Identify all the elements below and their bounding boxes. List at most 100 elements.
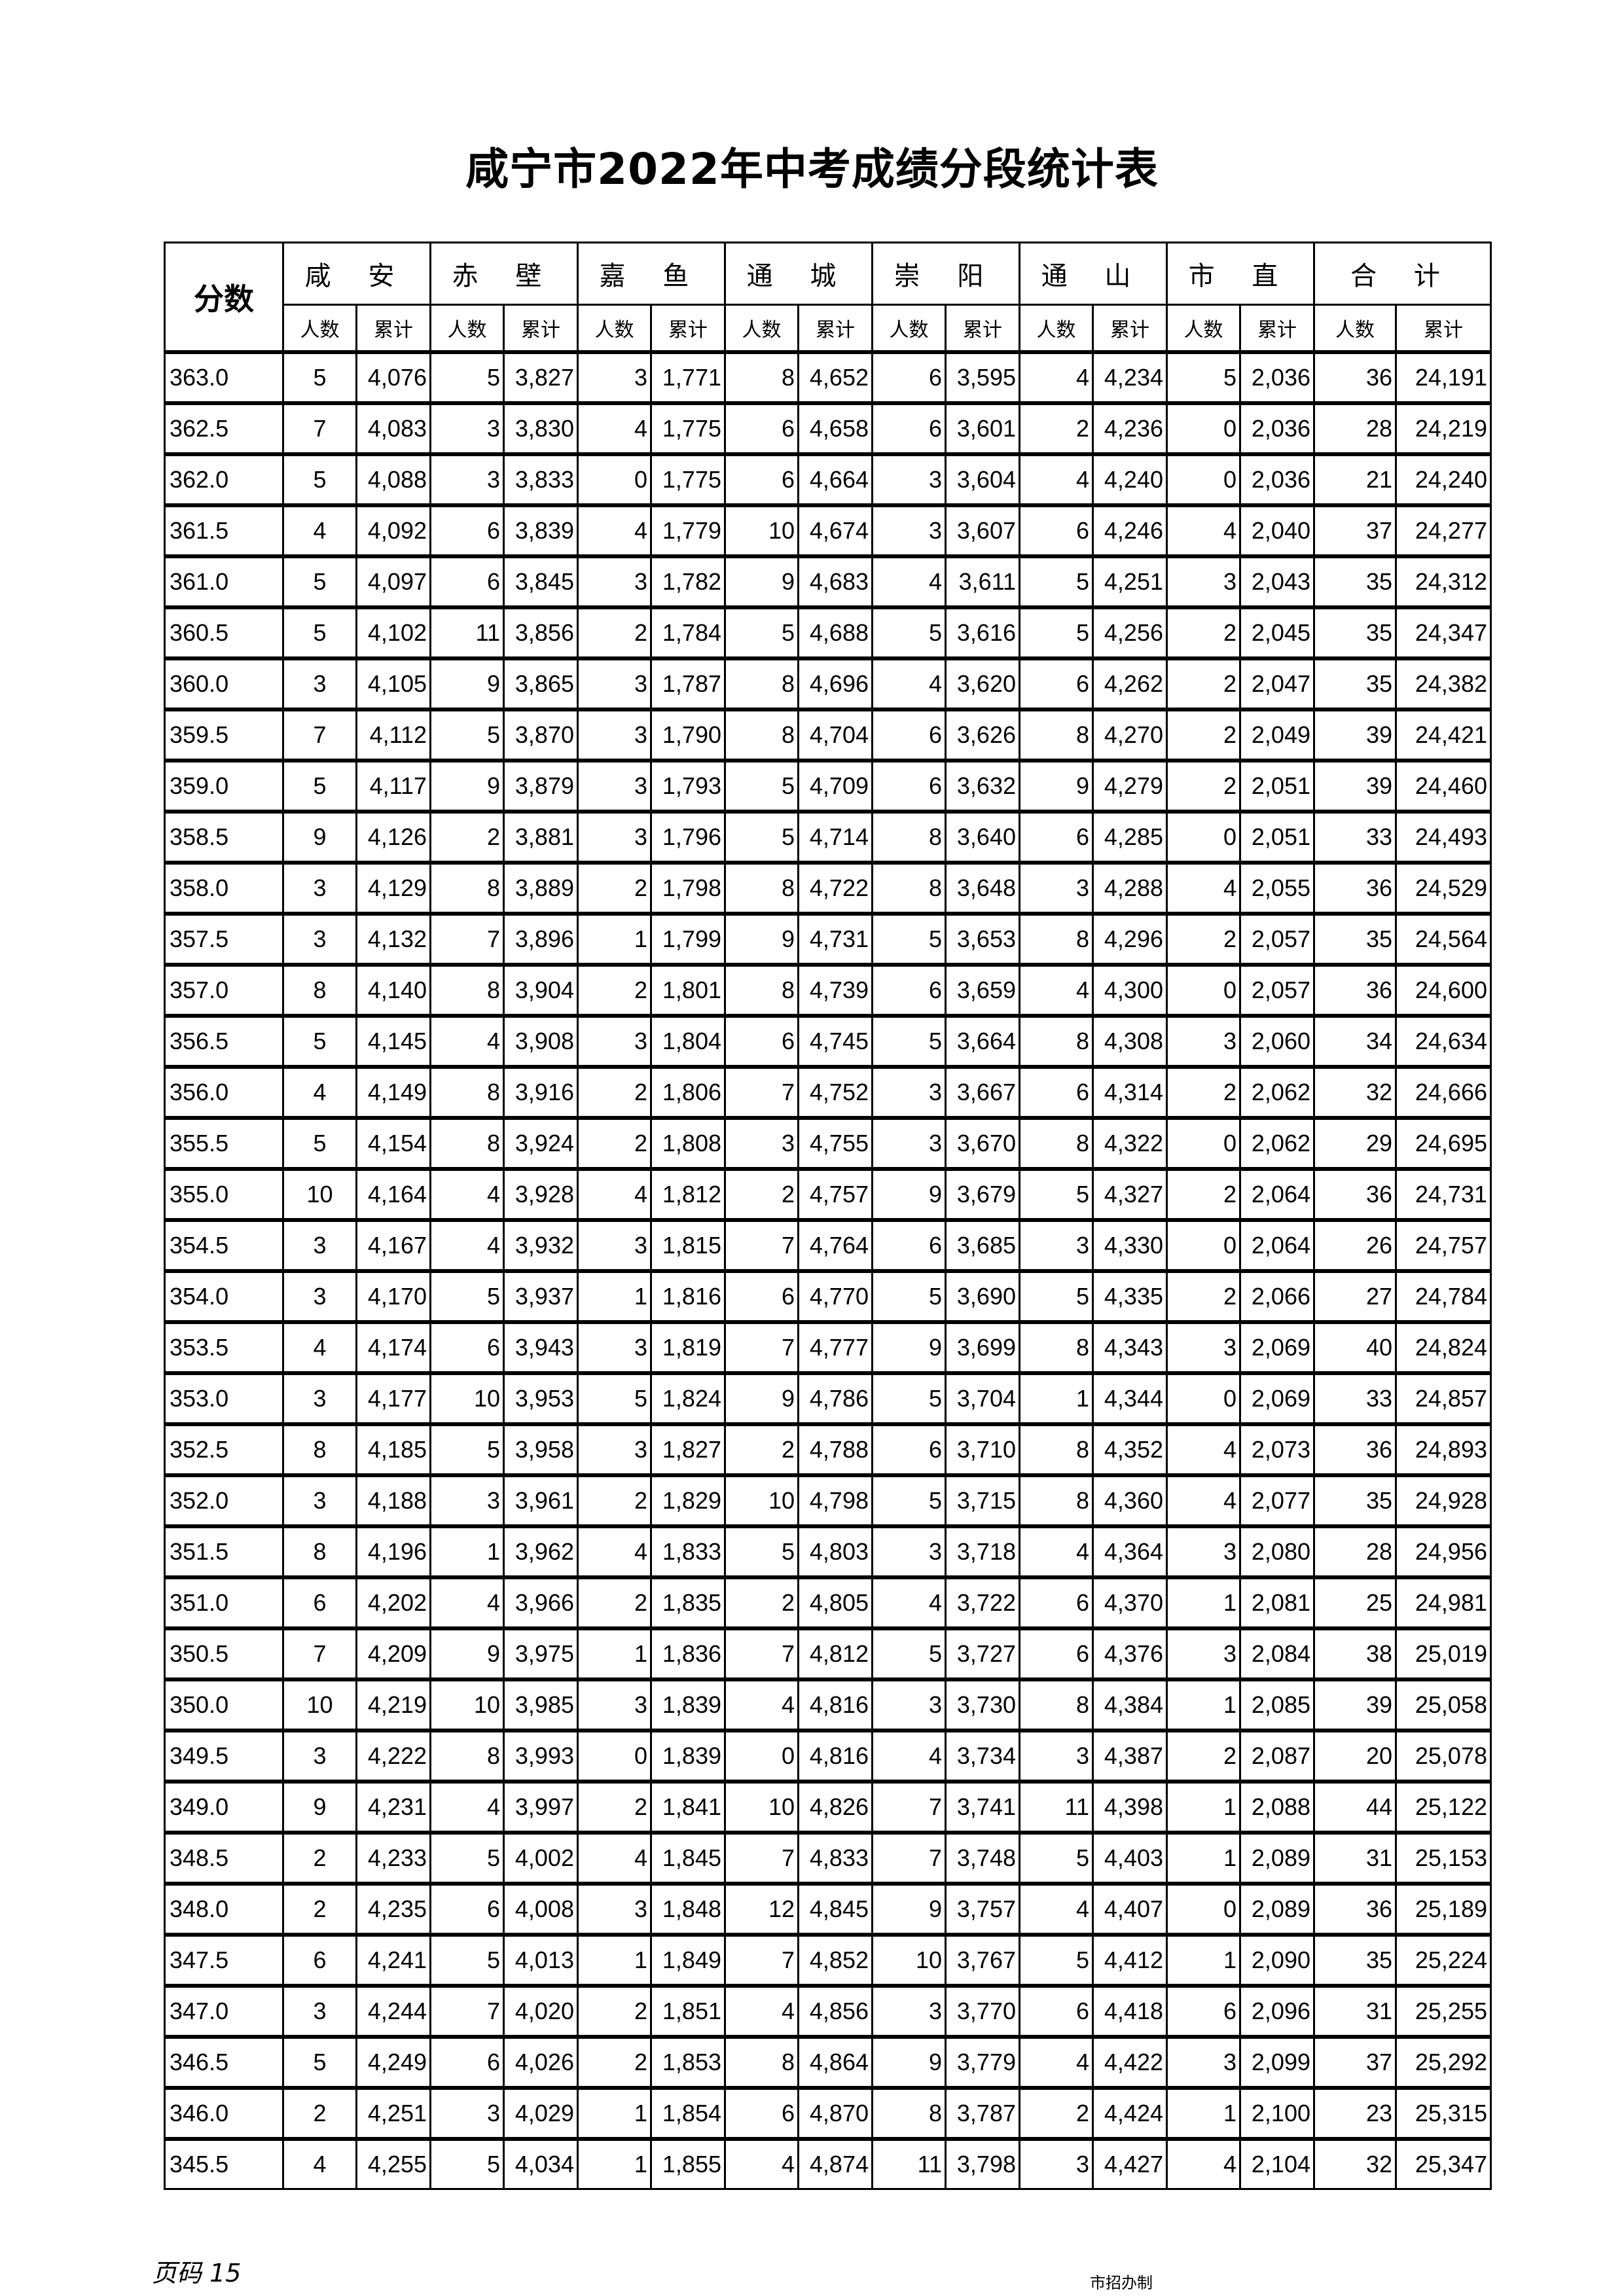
count-cell: 1 (577, 2137, 652, 2190)
count-cell: 8 (429, 1729, 505, 1783)
count-cell: 1 (1166, 1831, 1241, 1885)
count-cell: 9 (724, 912, 799, 966)
count-cell: 5 (1019, 1933, 1094, 1987)
count-cell: 9 (871, 1882, 947, 1936)
cumulative-cell: 2,084 (1239, 1626, 1315, 1681)
score-cell: 346.0 (164, 2086, 284, 2140)
cumulative-cell: 4,327 (1092, 1167, 1168, 1221)
cumulative-cell: 3,928 (503, 1167, 579, 1221)
score-cell: 347.5 (164, 1933, 284, 1987)
cumulative-cell: 1,853 (650, 2035, 726, 2089)
cumulative-cell: 4,076 (355, 350, 431, 404)
score-cell: 358.5 (164, 810, 284, 864)
score-cell: 350.0 (164, 1677, 284, 1732)
cumulative-cell: 3,993 (503, 1729, 579, 1783)
count-cell: 39 (1313, 759, 1397, 813)
cumulative-cell: 4,688 (797, 605, 873, 660)
cumulative-cell: 2,090 (1239, 1933, 1315, 1987)
count-cell: 7 (724, 1933, 799, 1987)
count-cell: 3 (282, 912, 357, 966)
count-cell: 5 (429, 350, 505, 404)
count-cell: 3 (1166, 1626, 1241, 1681)
cumulative-cell: 3,611 (945, 554, 1020, 609)
score-cell: 356.0 (164, 1065, 284, 1119)
count-cell: 6 (871, 963, 947, 1017)
cumulative-cell: 4,424 (1092, 2086, 1168, 2140)
count-cell: 4 (1019, 1882, 1094, 1936)
score-cell: 350.5 (164, 1626, 284, 1681)
cumulative-cell: 4,864 (797, 2035, 873, 2089)
cumulative-cell: 3,718 (945, 1524, 1020, 1579)
count-cell: 7 (282, 1626, 357, 1681)
count-cell: 9 (282, 810, 357, 864)
count-cell: 0 (1166, 810, 1241, 864)
count-cell: 8 (1019, 1422, 1094, 1477)
table-row: 346.5 5 4,249 6 4,026 2 1,853 8 4,864 9 3,779 4 4,42… (164, 2035, 1492, 2089)
count-cell: 6 (429, 2035, 505, 2089)
count-cell: 33 (1313, 1371, 1397, 1426)
count-cell: 6 (429, 1882, 505, 1936)
cumulative-cell: 4,418 (1092, 1984, 1168, 2038)
count-cell: 4 (1166, 2137, 1241, 2190)
cumulative-cell: 4,658 (797, 401, 873, 456)
cumulative-cell: 4,170 (355, 1269, 431, 1323)
count-cell: 4 (1019, 963, 1094, 1017)
count-cell: 6 (1019, 810, 1094, 864)
count-cell: 0 (1166, 1371, 1241, 1426)
cumulative-cell: 3,715 (945, 1473, 1020, 1528)
score-cell: 349.0 (164, 1780, 284, 1834)
count-cell: 0 (1166, 1116, 1241, 1170)
table-row: 358.0 3 4,129 8 3,889 2 1,798 8 4,722 8 3,648 3 4,28… (164, 861, 1492, 915)
count-cell: 1 (1166, 1677, 1241, 1732)
count-cell: 3 (577, 554, 652, 609)
cumulative-cell: 3,757 (945, 1882, 1020, 1936)
count-cell: 9 (429, 1626, 505, 1681)
cumulative-cell: 4,722 (797, 861, 873, 915)
cumulative-cell: 1,815 (650, 1218, 726, 1272)
count-cell: 21 (1313, 452, 1397, 507)
count-header: 人数 (1019, 304, 1094, 353)
count-cell: 3 (429, 401, 505, 456)
cumulative-cell: 4,251 (1092, 554, 1168, 609)
region-header: 合 计 (1313, 242, 1492, 306)
count-cell: 4 (577, 503, 652, 558)
cumulative-cell: 4,102 (355, 605, 431, 660)
cumulative-cell: 1,806 (650, 1065, 726, 1119)
score-cell: 359.5 (164, 708, 284, 762)
cumulative-cell: 4,770 (797, 1269, 873, 1323)
cumulative-cell: 4,188 (355, 1473, 431, 1528)
cumulative-cell: 3,727 (945, 1626, 1020, 1681)
cumulative-cell: 4,874 (797, 2137, 873, 2190)
count-cell: 3 (1019, 1218, 1094, 1272)
cumulative-cell: 3,937 (503, 1269, 579, 1323)
cumulative-cell: 2,062 (1239, 1116, 1315, 1170)
cumulative-cell: 2,069 (1239, 1371, 1315, 1426)
cumulative-cell: 1,775 (650, 401, 726, 456)
table-row: 352.0 3 4,188 3 3,961 2 1,829 10 4,798 5 3,715 8 4,3… (164, 1473, 1492, 1528)
count-cell: 6 (429, 1320, 505, 1374)
cumulative-cell: 4,140 (355, 963, 431, 1017)
score-cell: 361.5 (164, 503, 284, 558)
count-cell: 4 (282, 2137, 357, 2190)
count-cell: 3 (871, 452, 947, 507)
count-cell: 2 (1166, 912, 1241, 966)
cumulative-cell: 4,803 (797, 1524, 873, 1579)
table-row: 352.5 8 4,185 5 3,958 3 1,827 2 4,788 6 3,710 8 4,35… (164, 1422, 1492, 1477)
count-cell: 35 (1313, 656, 1397, 711)
count-cell: 10 (871, 1933, 947, 1987)
cumulative-cell: 3,667 (945, 1065, 1020, 1119)
cumulative-cell: 4,360 (1092, 1473, 1168, 1528)
count-cell: 8 (1019, 912, 1094, 966)
cumulative-cell: 4,652 (797, 350, 873, 404)
cumulative-cell: 4,852 (797, 1933, 873, 1987)
count-cell: 5 (724, 1524, 799, 1579)
score-cell: 358.0 (164, 861, 284, 915)
cumulative-cell: 3,632 (945, 759, 1020, 813)
count-cell: 3 (1166, 1014, 1241, 1068)
count-cell: 3 (871, 503, 947, 558)
count-cell: 1 (1166, 1933, 1241, 1987)
cumulative-cell: 1,801 (650, 963, 726, 1017)
score-cell: 346.5 (164, 2035, 284, 2089)
cumulative-cell: 24,493 (1395, 810, 1492, 864)
cumulative-cell: 3,690 (945, 1269, 1020, 1323)
